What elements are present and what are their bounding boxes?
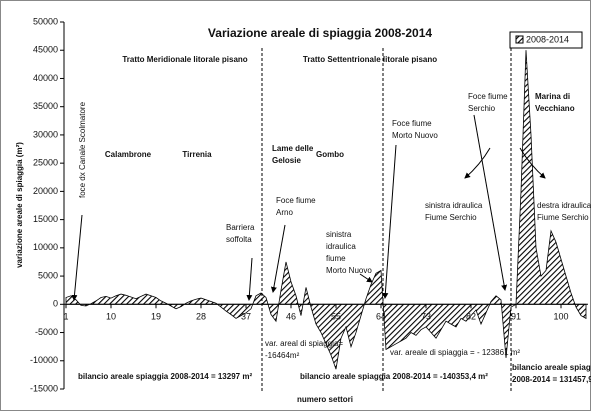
annotation: idraulica: [326, 242, 356, 251]
annotation: Marina di: [535, 92, 570, 101]
annotation: bilancio areale spiaggia: [512, 363, 591, 372]
annotation: Morto Nuovo: [392, 131, 438, 140]
y-tick-label: -15000: [30, 383, 58, 393]
legend: 2008-2014: [509, 31, 583, 49]
annotation: Barriera: [226, 223, 255, 232]
y-tick-label: 40000: [33, 73, 58, 83]
annotation: Lame delle: [272, 144, 314, 153]
y-tick-label: 0: [53, 299, 58, 309]
y-tick-label: -10000: [30, 355, 58, 365]
arrow: [519, 147, 546, 179]
annotation: Vecchiano: [535, 104, 575, 113]
annotation: fiume: [326, 254, 346, 263]
y-tick-label: 35000: [33, 101, 58, 111]
annotation: Gelosie: [272, 156, 301, 165]
x-tick-label: 46: [286, 312, 296, 322]
annotation: foce dx Canale Scolmatore: [78, 101, 87, 198]
x-tick-label: 10: [106, 312, 116, 322]
annotation: Tirrenia: [182, 150, 212, 159]
x-tick-label: 91: [511, 312, 521, 322]
x-tick-label: 64: [376, 312, 386, 322]
annotation: bilancio areale spiaggia 2008-2014 = -14…: [300, 372, 488, 381]
y-tick-label: -5000: [35, 327, 58, 337]
annotation: sinistra idraulica: [425, 201, 483, 210]
annotation: Gombo: [316, 150, 344, 159]
arrow: [246, 257, 253, 301]
arrow: [464, 147, 491, 179]
annotation: Morto Nuovo: [326, 266, 372, 275]
annotation: Calambrone: [105, 150, 152, 159]
x-tick-label: 82: [466, 312, 476, 322]
legend-swatch: [515, 35, 524, 44]
annotation: bilancio areale spiaggia 2008-2014 = 132…: [78, 372, 252, 381]
arrow: [359, 273, 373, 283]
x-tick-label: 37: [241, 312, 251, 322]
annotation: Foce fiume: [392, 119, 432, 128]
annotation: Foce fiume: [276, 196, 316, 205]
annotation: Tratto Meridionale litorale pisano: [122, 55, 247, 64]
y-tick-label: 25000: [33, 158, 58, 168]
annotation: sinistra: [326, 230, 352, 239]
arrow: [71, 214, 83, 301]
annotation: Fiume Serchio: [537, 213, 589, 222]
legend-box: [509, 31, 583, 49]
x-tick-label: 1: [63, 312, 68, 322]
annotation: var. areale di spiaggia = - 123861 m²: [390, 348, 520, 357]
x-axis-label: numero settori: [297, 395, 353, 404]
y-tick-label: 10000: [33, 242, 58, 252]
y-tick-label: 50000: [33, 16, 58, 26]
annotation: Tratto Settentrionale litorale pisano: [303, 55, 437, 64]
annotation: var. areal di spiaggia=: [265, 339, 343, 348]
x-tick-label: 28: [196, 312, 206, 322]
annotation: Serchio: [468, 104, 496, 113]
x-tick-label: 55: [331, 312, 341, 322]
y-axis-label: variazione areale di spiaggia (m²): [15, 142, 24, 268]
y-tick-label: 30000: [33, 129, 58, 139]
area: [65, 50, 587, 370]
annotation: -16464m²: [265, 351, 300, 360]
chart-title: Variazione areale di spiaggia 2008-2014: [208, 26, 432, 40]
legend-label: 2008-2014: [526, 34, 569, 44]
y-tick-label: 5000: [38, 270, 58, 280]
arrow: [270, 224, 286, 293]
annotation: Foce fiume: [468, 92, 508, 101]
annotation: soffolta: [226, 235, 252, 244]
x-tick-label: 73: [421, 312, 431, 322]
x-tick-label: 19: [151, 312, 161, 322]
y-tick-label: 45000: [33, 45, 58, 55]
y-tick-label: 15000: [33, 214, 58, 224]
annotation: Arno: [276, 208, 293, 217]
arrow: [473, 114, 508, 291]
annotation: destra idraulica: [537, 201, 591, 210]
annotation: Fiume Serchio: [425, 213, 477, 222]
annotation: 2008-2014 = 131457,9 m²: [512, 375, 591, 384]
arrow: [382, 144, 397, 299]
y-tick-label: 20000: [33, 186, 58, 196]
x-tick-label: 100: [553, 312, 568, 322]
